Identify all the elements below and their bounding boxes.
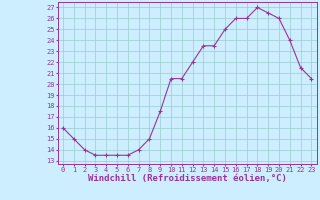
X-axis label: Windchill (Refroidissement éolien,°C): Windchill (Refroidissement éolien,°C): [88, 174, 287, 183]
